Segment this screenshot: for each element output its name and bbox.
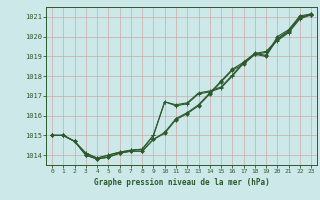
X-axis label: Graphe pression niveau de la mer (hPa): Graphe pression niveau de la mer (hPa): [94, 178, 269, 187]
